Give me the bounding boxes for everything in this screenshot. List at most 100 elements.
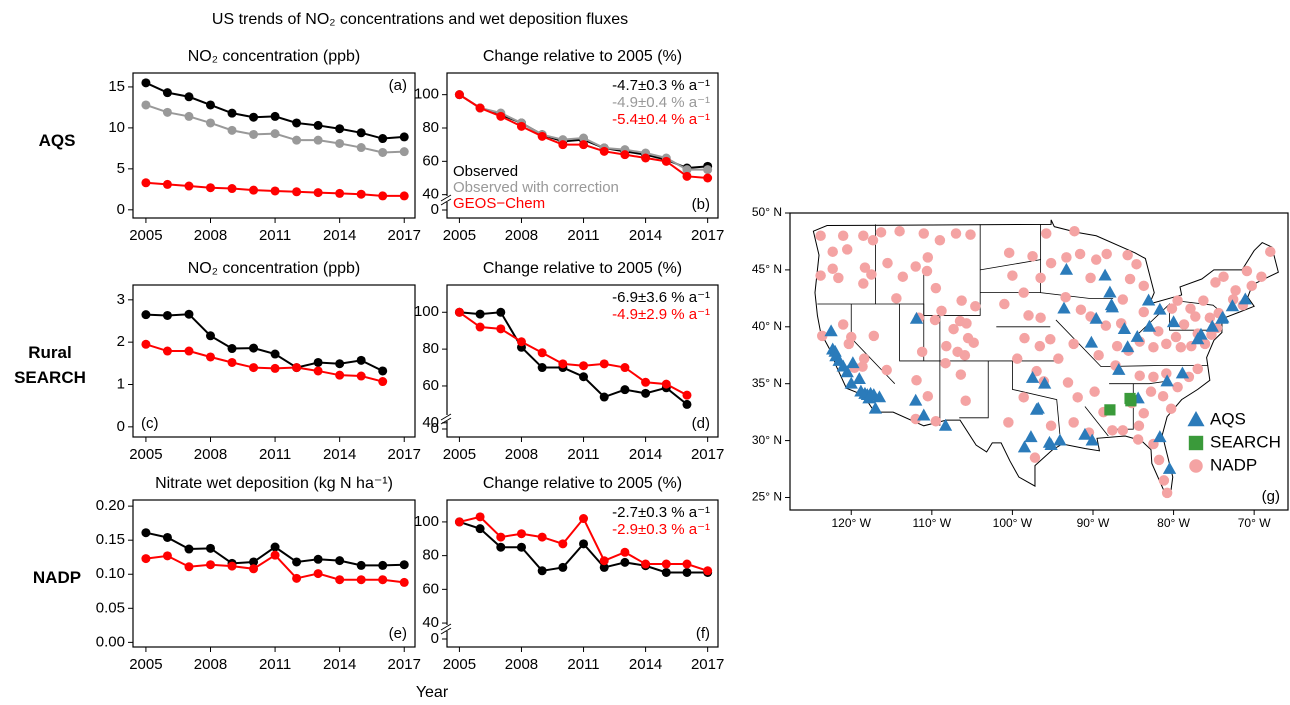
data-point — [579, 514, 589, 524]
data-point — [599, 146, 609, 156]
row-label: NADP — [32, 568, 82, 587]
data-point — [703, 165, 713, 175]
circle-marker — [837, 319, 849, 330]
triangle-marker — [1053, 433, 1067, 446]
data-point — [162, 88, 172, 98]
data-point — [249, 185, 259, 195]
data-point — [579, 539, 589, 549]
legend-entry: GEOS−Chem — [453, 195, 545, 212]
circle-marker — [868, 330, 880, 342]
circle-marker — [1093, 349, 1104, 361]
data-point — [227, 561, 237, 571]
y-tick-label: 0.05 — [96, 599, 125, 616]
circle-marker — [1124, 273, 1136, 285]
y-tick-label: 2 — [117, 333, 125, 350]
circle-marker — [1062, 377, 1074, 388]
data-point — [475, 309, 485, 319]
data-point — [378, 575, 388, 585]
data-point — [313, 554, 323, 564]
data-point — [558, 140, 568, 150]
axis-break — [440, 413, 452, 421]
data-point — [454, 517, 464, 527]
y-tick-label: 15 — [108, 78, 125, 95]
data-point — [378, 560, 388, 570]
triangle-marker — [1017, 440, 1032, 453]
x-tick-label: 2008 — [505, 227, 538, 244]
data-point — [184, 181, 194, 191]
panel-label: (d) — [692, 415, 710, 432]
y-tick-label: 100 — [414, 86, 439, 103]
panel-title: Change relative to 2005 (%) — [483, 48, 682, 65]
x-tick-label: 2005 — [443, 656, 476, 673]
plot-frame — [446, 284, 719, 438]
x-tick-label: 2014 — [629, 656, 662, 673]
line-panel: Change relative to 2005 (%) 2005 2008 2011 2… — [414, 260, 724, 463]
y-tick-label: 5 — [117, 160, 125, 177]
circle-marker — [1132, 434, 1144, 445]
data-point — [682, 399, 692, 409]
circle-marker — [1068, 417, 1079, 428]
panel-title: Change relative to 2005 (%) — [483, 475, 682, 492]
trend-annotation: -6.9±3.6 % a⁻¹ — [612, 289, 710, 306]
data-point — [356, 371, 366, 381]
y-tick-label: 60 — [422, 152, 439, 169]
data-point — [496, 532, 506, 542]
data-point — [703, 566, 713, 576]
data-point — [335, 370, 345, 380]
plot-frame — [446, 499, 719, 648]
circle-marker — [881, 364, 892, 376]
y-tick-label: 60 — [422, 377, 439, 394]
circle-marker — [1170, 331, 1182, 343]
circle-marker — [1204, 312, 1216, 323]
legend-entry: SEARCH — [1210, 432, 1281, 451]
x-tick-label: 2014 — [629, 227, 662, 244]
circle-marker — [1018, 287, 1029, 298]
y-tick-label: 40° N — [752, 319, 782, 333]
circle-marker — [858, 278, 869, 289]
data-point — [682, 171, 692, 181]
data-point — [292, 573, 302, 583]
data-point — [356, 575, 366, 585]
x-tick-label: 2005 — [443, 446, 476, 463]
data-point — [475, 322, 485, 332]
circle-marker — [1161, 368, 1172, 379]
data-point — [141, 78, 151, 88]
data-point — [270, 111, 280, 121]
triangle-marker — [1120, 340, 1135, 353]
triangle-marker — [1085, 433, 1099, 446]
circle-marker — [1035, 312, 1046, 323]
data-point — [227, 344, 237, 354]
data-point — [313, 569, 323, 579]
x-tick-label: 2017 — [691, 446, 724, 463]
x-tick-label: 2017 — [388, 446, 421, 463]
y-tick-label: 40 — [422, 414, 439, 431]
circle-marker — [858, 353, 870, 364]
circle-marker — [1117, 425, 1129, 436]
circle-marker — [1034, 340, 1046, 352]
data-point — [516, 542, 526, 552]
circle-marker — [1166, 303, 1178, 314]
circle-marker — [1148, 371, 1159, 383]
state-border — [1109, 381, 1166, 385]
data-point — [620, 557, 630, 567]
triangle-marker — [1153, 302, 1167, 315]
circle-marker — [1153, 326, 1164, 337]
circle-marker — [970, 301, 981, 312]
y-tick-label: 0 — [117, 201, 125, 218]
data-point — [205, 331, 215, 341]
y-tick-label: 60 — [422, 580, 439, 597]
circle-marker — [1241, 265, 1253, 277]
data-point — [661, 156, 671, 166]
x-tick-label: 2011 — [259, 656, 291, 673]
line-panel: Change relative to 2005 (%) 2005 2008 2011 2… — [414, 48, 724, 244]
plot-frame — [132, 72, 416, 219]
circle-marker — [954, 315, 966, 327]
data-point — [249, 564, 259, 574]
data-point — [313, 120, 323, 130]
triangle-marker — [1024, 430, 1038, 443]
data-point — [620, 150, 630, 160]
data-point — [227, 125, 237, 135]
data-point — [399, 147, 409, 157]
circle-marker — [845, 331, 857, 343]
x-tick-label: 90° W — [1077, 516, 1110, 530]
